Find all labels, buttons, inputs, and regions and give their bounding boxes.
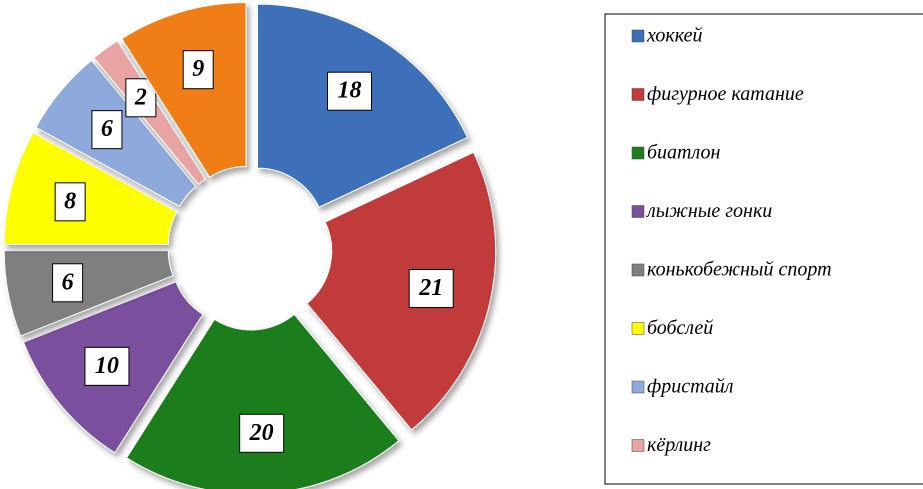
label-box xyxy=(182,50,214,90)
data-label: 20 xyxy=(249,420,274,446)
donut-segment xyxy=(3,250,174,337)
data-label: 8 xyxy=(64,188,76,214)
legend-label: кёрлинг xyxy=(647,434,711,456)
donut-segment xyxy=(125,313,400,489)
data-label: 18 xyxy=(337,78,361,104)
legend-swatch xyxy=(631,205,645,218)
donut-segment xyxy=(121,2,247,178)
legend-swatch xyxy=(631,88,645,101)
legend-label: бобслей xyxy=(647,317,713,339)
donut-segment xyxy=(3,132,178,246)
legend-swatch xyxy=(631,29,645,43)
legend-label: лыжные гонки xyxy=(646,200,772,222)
legend-swatch xyxy=(631,439,645,452)
donut-segment xyxy=(306,151,497,431)
data-label: 6 xyxy=(62,269,74,295)
legend-swatch xyxy=(631,380,645,394)
legend-label: фристайл xyxy=(647,376,734,398)
legend-swatch xyxy=(631,322,645,335)
legend-label: хоккей xyxy=(646,25,702,47)
data-label: 9 xyxy=(192,56,204,82)
label-box xyxy=(54,182,86,222)
legend-label: биатлон xyxy=(647,142,720,164)
label-box xyxy=(408,269,454,309)
label-box xyxy=(84,346,130,386)
legend-label: фигурное катание xyxy=(647,83,804,105)
data-label: 21 xyxy=(418,275,443,301)
legend-swatch xyxy=(631,263,645,277)
label-box xyxy=(326,71,372,111)
data-label: 10 xyxy=(95,353,119,379)
legend-box xyxy=(604,13,923,485)
data-label: 6 xyxy=(101,116,113,142)
legend-swatch xyxy=(631,146,645,160)
label-box xyxy=(52,263,84,303)
legend-label: конькобежный спорт xyxy=(647,259,832,281)
label-box xyxy=(91,110,123,150)
data-label: 2 xyxy=(134,84,147,110)
label-box xyxy=(239,413,285,453)
